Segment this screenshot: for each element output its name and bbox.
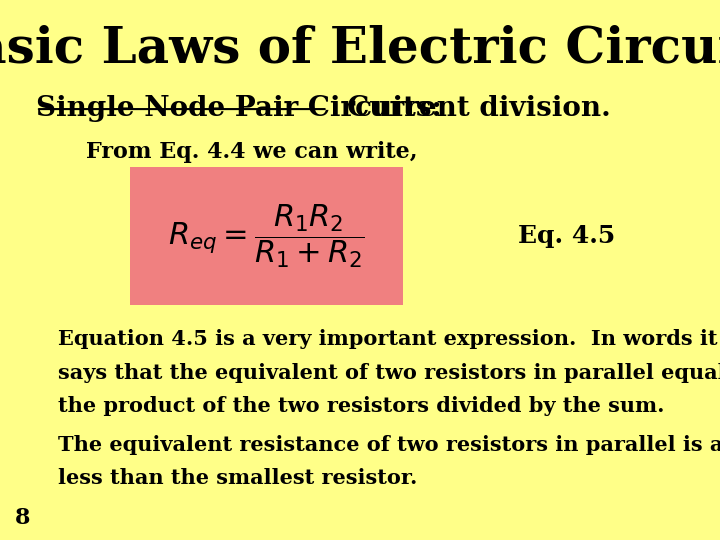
Text: Eq. 4.5: Eq. 4.5 [518,224,616,248]
Text: The equivalent resistance of two resistors in parallel is always: The equivalent resistance of two resisto… [58,435,720,455]
Text: 8: 8 [14,507,30,529]
Text: the product of the two resistors divided by the sum.: the product of the two resistors divided… [58,396,664,416]
Text: $R_{eq} = \dfrac{R_1 R_2}{R_1 + R_2}$: $R_{eq} = \dfrac{R_1 R_2}{R_1 + R_2}$ [168,202,365,270]
Text: Equation 4.5 is a very important expression.  In words it: Equation 4.5 is a very important express… [58,329,717,349]
Text: less than the smallest resistor.: less than the smallest resistor. [58,468,417,488]
Text: Current division.: Current division. [328,94,611,122]
Text: From Eq. 4.4 we can write,: From Eq. 4.4 we can write, [86,141,418,164]
FancyBboxPatch shape [130,167,403,305]
Text: Basic Laws of Electric Circuits: Basic Laws of Electric Circuits [0,24,720,73]
Text: says that the equivalent of two resistors in parallel equals to: says that the equivalent of two resistor… [58,363,720,383]
Text: Single Node Pair Circuits:: Single Node Pair Circuits: [36,94,441,122]
